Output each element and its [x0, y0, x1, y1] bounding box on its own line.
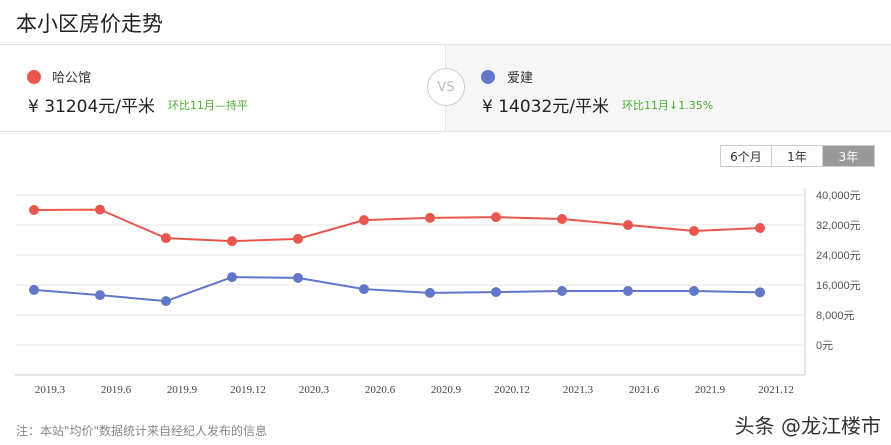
x-tick-label: 2021.9 — [695, 384, 726, 396]
data-point — [491, 287, 501, 298]
data-point — [293, 272, 303, 283]
price-left: ¥ 31204元/平米 — [28, 97, 156, 117]
x-tick-label: 2020.6 — [365, 384, 396, 396]
price-right: ¥ 14032元/平米 — [482, 97, 610, 117]
data-point — [557, 286, 567, 296]
data-point — [161, 296, 171, 307]
y-tick-label: 24,000元 — [816, 250, 861, 262]
x-tick-label: 2020.12 — [494, 384, 530, 396]
data-point — [29, 284, 39, 295]
range-tab-1y[interactable]: 1年 — [772, 146, 823, 166]
data-point — [755, 287, 765, 298]
x-tick-label: 2021.6 — [629, 384, 660, 396]
data-point — [293, 233, 303, 244]
compare-right: 爱建 ¥ 14032元/平米 环比11月↓1.35% — [445, 45, 891, 131]
range-tab-6m[interactable]: 6个月 — [721, 146, 772, 166]
comparison-panel: 哈公馆 ¥ 31204元/平米 环比11月—持平 爱建 ¥ 14032元/平米 … — [0, 44, 891, 132]
data-point — [95, 290, 105, 301]
vs-badge: VS — [427, 68, 465, 106]
change-left: 环比11月—持平 — [168, 99, 248, 112]
data-point — [491, 212, 501, 223]
watermark: 头条 @龙江楼市 — [734, 414, 881, 438]
y-tick-label: 8,000元 — [816, 310, 855, 322]
y-tick-label: 0元 — [816, 340, 833, 352]
range-selector: 6个月 1年 3年 — [720, 145, 875, 167]
data-point — [29, 205, 39, 215]
price-trend-chart: 40,000元 32,000元 24,000元 16,000元 8,000元 0元 2019… — [15, 188, 861, 396]
x-tick-label: 2019.6 — [101, 384, 132, 396]
series-dot-right — [481, 70, 495, 84]
y-tick-label: 16,000元 — [816, 280, 861, 292]
x-tick-label: 2021.3 — [563, 384, 594, 396]
series-dot-left — [27, 70, 41, 84]
footnote: 注：本站"均价"数据统计来自经纪人发布的信息 — [16, 424, 268, 438]
x-tick-label: 2021.12 — [758, 384, 794, 396]
data-point — [227, 236, 237, 247]
data-point — [689, 286, 699, 296]
data-point — [359, 215, 369, 226]
community-name-right: 爱建 — [507, 71, 534, 86]
x-tick-label: 2020.9 — [431, 384, 462, 396]
data-point — [623, 220, 633, 230]
x-tick-label: 2020.3 — [299, 384, 330, 396]
compare-left: 哈公馆 ¥ 31204元/平米 环比11月—持平 — [0, 45, 445, 131]
y-tick-label: 40,000元 — [816, 190, 861, 202]
range-tab-3y[interactable]: 3年 — [823, 146, 874, 166]
data-point — [425, 212, 435, 223]
data-point — [623, 286, 633, 296]
data-point — [95, 204, 105, 215]
community-name-left: 哈公馆 — [52, 71, 92, 86]
data-point — [689, 226, 699, 236]
y-tick-label: 32,000元 — [816, 220, 861, 232]
data-point — [557, 214, 567, 224]
x-tick-label: 2019.3 — [35, 384, 66, 396]
page-title: 本小区房价走势 — [16, 12, 163, 36]
x-tick-label: 2019.12 — [230, 384, 266, 396]
data-point — [359, 284, 369, 295]
x-tick-label: 2019.9 — [167, 384, 198, 396]
series-line — [33, 208, 761, 243]
change-right: 环比11月↓1.35% — [622, 99, 714, 112]
data-point — [755, 222, 765, 233]
data-point — [425, 287, 435, 298]
series-line — [33, 276, 761, 303]
data-point — [161, 233, 171, 244]
data-point — [227, 272, 237, 283]
